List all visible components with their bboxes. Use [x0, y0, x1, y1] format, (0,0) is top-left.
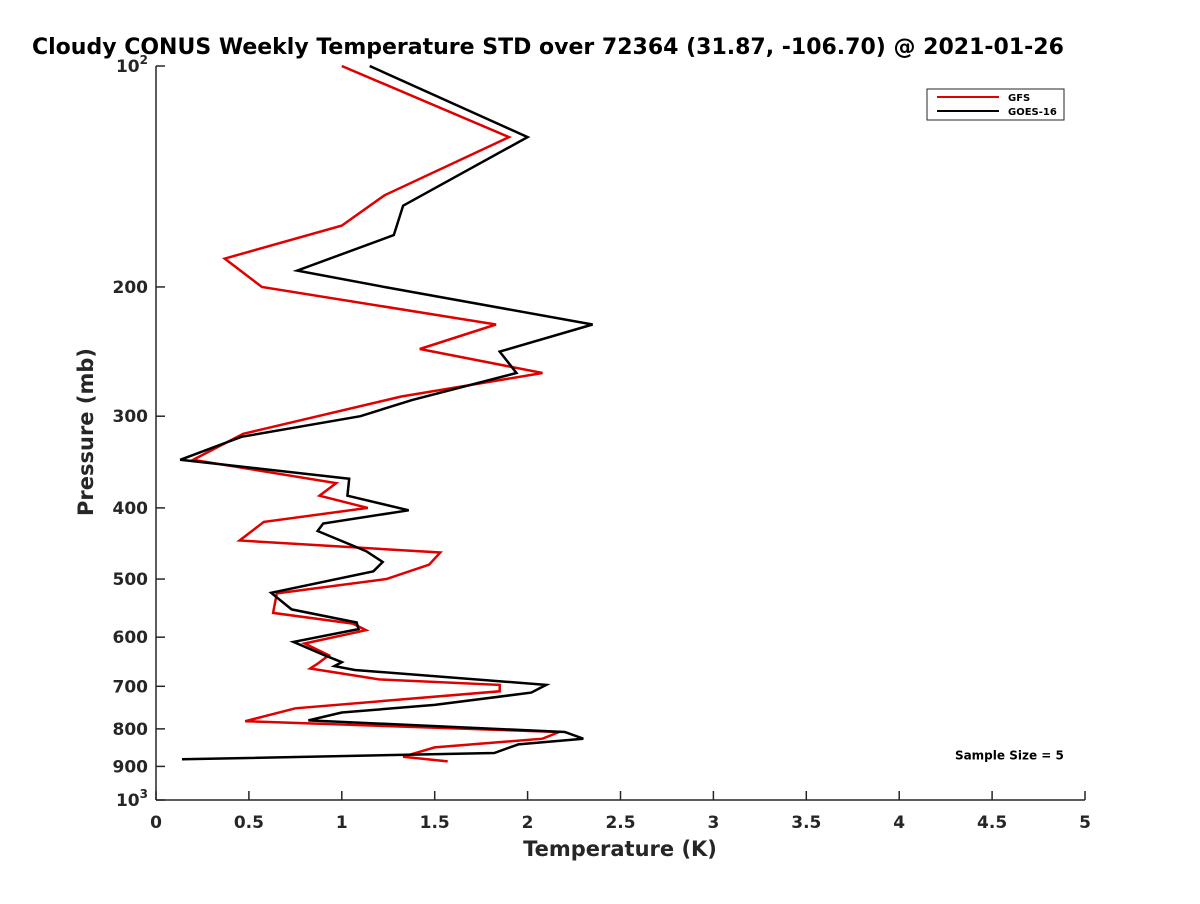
y-tick-label: 700: [113, 677, 149, 697]
x-axis-label: Temperature (K): [523, 837, 717, 861]
y-tick-label-base: 10: [116, 57, 140, 77]
x-tick-label: 3.5: [791, 813, 821, 833]
x-tick-label: 2.5: [605, 813, 635, 833]
y-tick-label: 800: [113, 720, 149, 740]
x-tick-label: 0.5: [234, 813, 264, 833]
y-tick-label-exponent: 2: [140, 53, 148, 67]
chart-title: Cloudy CONUS Weekly Temperature STD over…: [32, 35, 1064, 60]
y-tick-label: 300: [113, 407, 149, 427]
series-layer: [179, 64, 593, 763]
y-tick-label: 900: [113, 757, 149, 777]
x-tick-label: 0: [150, 813, 162, 833]
sample-size-annotation: Sample Size = 5: [955, 748, 1064, 762]
x-tick-label: 2: [522, 813, 534, 833]
x-tick-label: 1: [336, 813, 348, 833]
series-line-gfs: [189, 64, 560, 763]
x-tick-label: 4.5: [977, 813, 1007, 833]
ticks-layer: 0 0.5 1 1.5 2 2.5 3 3.5 4 4.5 51022003004005006007…: [113, 53, 1091, 833]
x-tick-label: 1.5: [420, 813, 450, 833]
plot-area: [156, 66, 1085, 800]
y-tick-label: 500: [113, 570, 149, 590]
x-tick-label: 3: [707, 813, 719, 833]
y-tick-label: 200: [113, 278, 149, 298]
legend: GFS GOES-16: [926, 88, 1065, 121]
legend-label-goes-16: GOES-16: [1008, 107, 1057, 118]
y-axis-label: Pressure (mb): [74, 348, 98, 516]
x-tick-label: 4: [893, 813, 905, 833]
y-tick-label: 600: [113, 628, 149, 648]
y-tick-label: 102: [116, 53, 148, 77]
y-tick-label: 103: [116, 787, 148, 811]
legend-label-gfs: GFS: [1008, 93, 1030, 104]
series-line-goes-16: [179, 64, 593, 761]
x-tick-label: 5: [1079, 813, 1091, 833]
y-tick-label-base: 10: [116, 791, 140, 811]
y-tick-label: 400: [113, 499, 149, 519]
legend-box: [926, 88, 1065, 121]
y-tick-label-exponent: 3: [140, 787, 148, 801]
